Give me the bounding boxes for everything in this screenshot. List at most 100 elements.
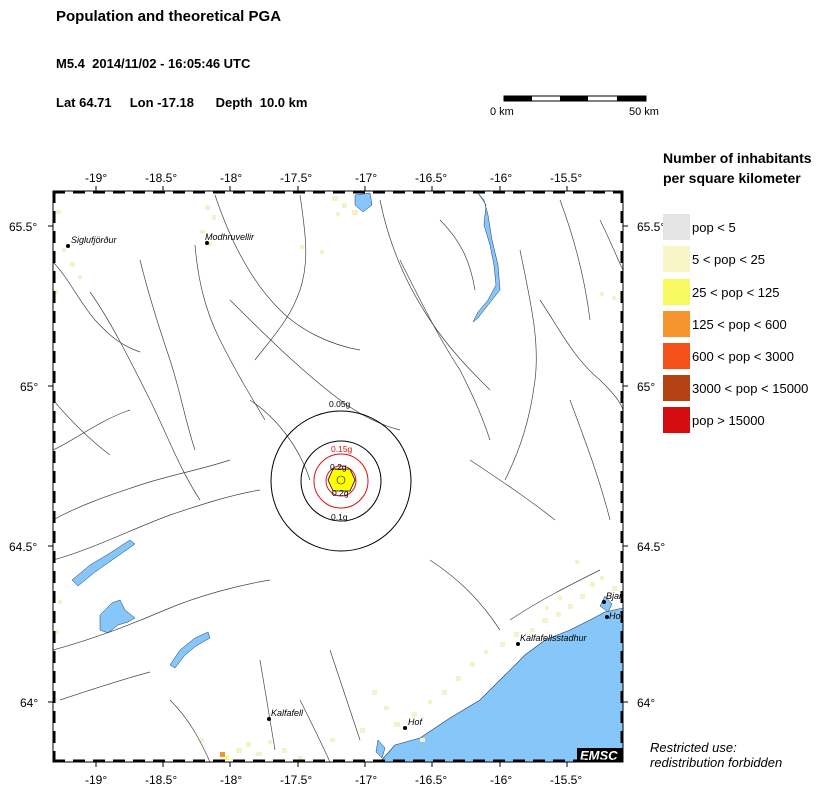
lon-label-bottom: -17° — [355, 773, 377, 787]
city-label: Modhruvellir — [205, 232, 255, 242]
emsc-logo: EMSC — [580, 748, 618, 763]
pga-label-01: 0.1g — [331, 512, 348, 522]
legend-label: 3000 < pop < 15000 — [692, 380, 809, 396]
legend-item: 125 < pop < 600 — [663, 311, 787, 337]
lon-label-top: -18° — [220, 171, 242, 185]
pga-circle-005 — [270, 410, 412, 552]
city-marker — [605, 615, 609, 619]
scale-left-label: 0 km — [490, 106, 514, 118]
lat-label-left: 64° — [20, 696, 38, 710]
lake-west — [99, 599, 136, 634]
legend-swatch — [663, 311, 690, 337]
lon-ticks — [95, 186, 568, 767]
legend-title-line2: per square kilometer — [663, 170, 801, 186]
legend-swatch — [663, 343, 690, 369]
legend-label: 125 < pop < 600 — [692, 316, 787, 332]
legend-swatch — [663, 214, 690, 240]
pga-label-02a: 0.2g — [330, 462, 347, 472]
map-title: Population and theoretical PGA — [56, 8, 282, 25]
lon-label-top: -16° — [490, 171, 512, 185]
legend-title: Number of inhabitants per square kilomet… — [663, 148, 832, 188]
pga-circle-02 — [325, 465, 357, 497]
pga-circle-015 — [313, 453, 369, 509]
legend-label: 600 < pop < 3000 — [692, 348, 794, 364]
lat-label-right: 64° — [637, 696, 655, 710]
lat-label-right: 64.5° — [637, 540, 665, 554]
population-dot-yellow — [225, 756, 229, 760]
legend-swatch — [663, 246, 690, 272]
city-marker — [602, 600, 606, 604]
legend-item: 25 < pop < 125 — [663, 279, 779, 305]
pga-contours — [270, 410, 412, 552]
lake-south-2 — [375, 739, 386, 759]
legend-label: 5 < pop < 25 — [692, 251, 766, 267]
scale-bar — [503, 95, 647, 102]
lon-label-bottom: -15.5° — [550, 773, 582, 787]
lat-label-right: 65.5° — [637, 220, 665, 234]
lon-label-bottom: -19° — [85, 773, 107, 787]
lon-label-top: -18.5° — [145, 171, 177, 185]
city-label: Kalfafell — [271, 708, 304, 718]
city-label: Kalfafellsstadhur — [520, 633, 588, 643]
city-label: Siglufjörður — [71, 235, 118, 245]
lon-label-top: -17.5° — [280, 171, 312, 185]
lat-label-left: 65.5° — [9, 220, 37, 234]
legend-swatch — [663, 279, 690, 305]
city-label: Hof — [408, 717, 424, 727]
event-info: M5.4 2014/11/02 - 16:05:46 UTC — [56, 56, 251, 71]
sea-area — [379, 607, 623, 762]
usage-notice: Restricted use: redistribution forbidden — [650, 740, 782, 770]
population-dots — [54, 196, 617, 760]
legend-item: pop < 5 — [663, 214, 736, 240]
lon-label-top: -17° — [355, 171, 377, 185]
pga-label-02b: 0.2g — [332, 488, 349, 498]
river-lines — [53, 194, 623, 762]
pga-label-015: 0.15g — [331, 444, 353, 454]
river-west — [71, 539, 136, 587]
lat-label-left: 65° — [20, 380, 38, 394]
usage-notice-line2: redistribution forbidden — [650, 755, 783, 770]
lon-label-top: -19° — [85, 171, 107, 185]
lake-north — [354, 192, 373, 213]
lon-label-bottom: -17.5° — [280, 773, 312, 787]
legend-label: pop < 5 — [692, 219, 736, 235]
population-dot-orange — [220, 752, 225, 757]
lat-ticks — [48, 225, 628, 703]
scale-right-label: 50 km — [629, 106, 659, 118]
legend-item: 600 < pop < 3000 — [663, 343, 794, 369]
epicenter-marker — [336, 475, 346, 485]
river-east — [472, 192, 501, 323]
lat-label-right: 65° — [637, 380, 655, 394]
city-marker — [66, 244, 70, 248]
legend-item: 5 < pop < 25 — [663, 246, 765, 272]
lake-south — [169, 631, 211, 669]
lon-label-top: -16.5° — [415, 171, 447, 185]
usage-notice-line1: Restricted use: — [650, 740, 737, 755]
sea-inlet — [599, 595, 613, 613]
legend-label: pop > 15000 — [692, 412, 765, 428]
emsc-logo-bg — [577, 748, 623, 762]
lon-label-bottom: -18° — [220, 773, 242, 787]
city-marker — [403, 726, 407, 730]
legend-swatch — [663, 407, 690, 433]
pga-circle-01 — [300, 440, 382, 522]
lon-label-bottom: -16° — [490, 773, 512, 787]
city-marker — [267, 717, 271, 721]
lon-label-bottom: -18.5° — [145, 773, 177, 787]
pga-label-005: 0.05g — [329, 399, 351, 409]
city-marker — [516, 642, 520, 646]
event-coordinates: Lat 64.71 Lon -17.18 Depth 10.0 km — [56, 95, 308, 110]
city-label: Ho — [609, 611, 621, 621]
legend-item: pop > 15000 — [663, 407, 765, 433]
legend-swatch — [663, 375, 690, 401]
city-marker — [205, 241, 209, 245]
legend-item: 3000 < pop < 15000 — [663, 375, 808, 401]
legend-title-line1: Number of inhabitants — [663, 150, 812, 166]
legend-label: 25 < pop < 125 — [692, 284, 780, 300]
lon-label-top: -15.5° — [550, 171, 582, 185]
city-label: Bjar — [606, 591, 623, 601]
lat-label-left: 64.5° — [9, 540, 37, 554]
lon-label-bottom: -16.5° — [415, 773, 447, 787]
map-border-dashes — [52, 190, 624, 763]
